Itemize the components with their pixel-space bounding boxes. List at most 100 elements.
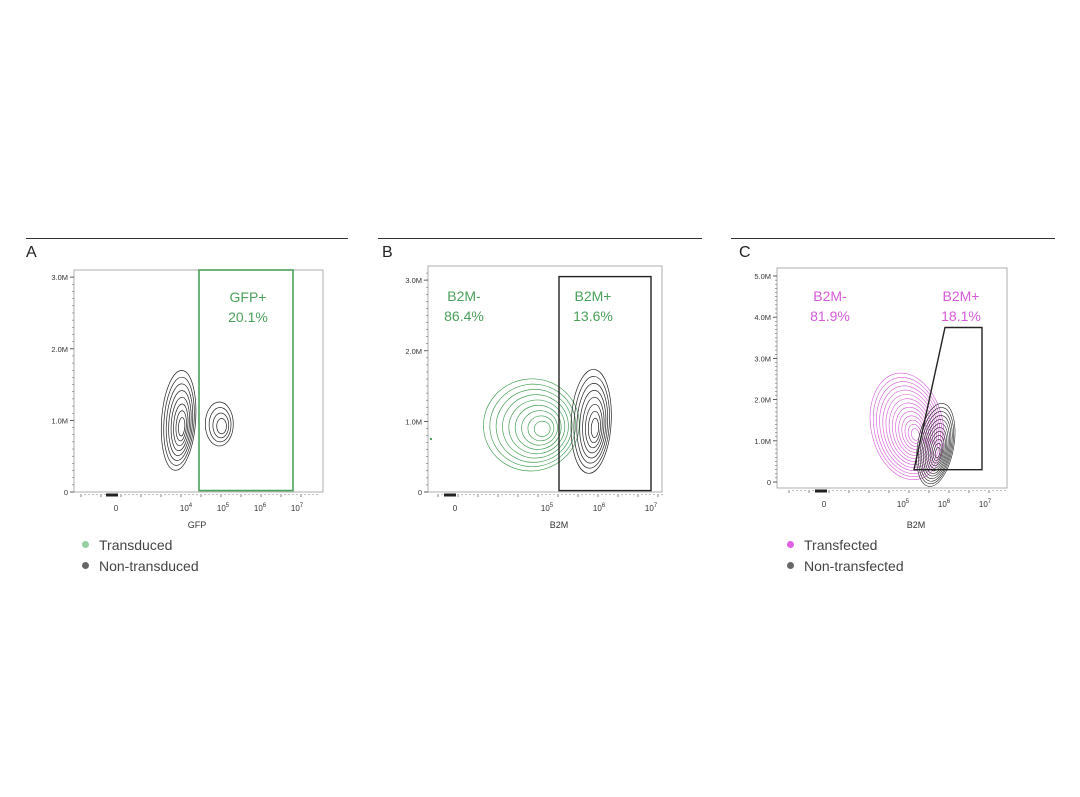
panel-c-contour-plot: 0 1.0M 2.0M 3.0M 4.0M 5.0M 0 105 106 107 B2M B2M- 81… <box>754 267 1008 530</box>
panel-c-letter: C <box>739 244 751 261</box>
panel-b-x-tick-label: 105 <box>541 503 554 513</box>
panel-c-plot-frame <box>776 267 1008 489</box>
panel-b-contour-plot: 0 1.0M 2.0M 3.0M 0 105 106 107 B2M B2M- 86.4% B2M+ 1… <box>405 265 663 530</box>
legend-item-transduced: Transduced <box>82 534 199 555</box>
panel-a-contour-line <box>173 403 189 447</box>
panel-c-divider <box>731 238 1055 239</box>
panel-c-contour-line <box>921 415 952 479</box>
panel-c-contour-line <box>923 419 950 477</box>
panel-a-contour-line <box>175 410 187 442</box>
panel-c-contour-line <box>929 435 945 467</box>
panel-c-legend: Transfected Non-transfected <box>787 534 904 576</box>
panel-a-contour-line <box>208 407 232 443</box>
panel-b-gate-b2m-positive <box>558 275 652 492</box>
panel-b-contour-line <box>533 420 551 437</box>
panel-a-x-tick-label: 0 <box>114 504 119 513</box>
panel-a-contour-line <box>170 396 190 452</box>
panel-c-contour-line <box>924 423 949 474</box>
panel-c-contour-line <box>928 431 946 469</box>
legend-item-non-transduced: Non-transduced <box>82 555 199 576</box>
panel-c-contour-line <box>934 447 941 459</box>
panel-c-gate-label: B2M- <box>813 288 847 304</box>
panel-c-x-tick-label: 106 <box>938 499 951 509</box>
panel-b-contour-line <box>579 390 607 459</box>
panel-c-gate-percent: 81.9% <box>810 308 850 324</box>
panel-b-divider <box>378 238 702 239</box>
panel-b-contour-line <box>582 396 605 454</box>
panel-c-x-tick-label: 107 <box>979 499 992 509</box>
panel-a-y-tick-label: 2.0M <box>51 345 68 354</box>
panel-a-x-tick-label: 105 <box>217 503 230 513</box>
panel-b-y-tick-label: 1.0M <box>405 417 422 426</box>
panel-a: A 0 1.0M 2.0M 3.0M 0 104 105 106 107 GFP GFP+ 20.1%… <box>26 238 348 578</box>
panel-b-contour-line <box>576 383 609 464</box>
legend-label-transfected: Transfected <box>804 536 878 553</box>
legend-dot-transduced <box>82 541 89 548</box>
legend-dot-non-transduced <box>82 562 89 569</box>
panel-b-contour-line <box>483 378 580 472</box>
panel-a-legend: Transduced Non-transduced <box>82 534 199 576</box>
legend-label-non-transduced: Non-transduced <box>99 557 199 574</box>
panel-a-y-tick-label: 0 <box>64 488 68 497</box>
panel-a-gate-gfp-positive <box>198 269 294 492</box>
panel-a-contour-line <box>178 417 186 437</box>
panel-c-y-tick-label: 4.0M <box>754 313 771 322</box>
panel-c-contour-line <box>876 381 941 474</box>
panel-b-x-tick-label: 107 <box>645 503 658 513</box>
panel-a-y-tick-label: 1.0M <box>51 416 68 425</box>
panel-c-contour-line <box>885 394 935 465</box>
legend-item-non-transfected: Non-transfected <box>787 555 904 576</box>
legend-label-non-transfected: Non-transfected <box>804 557 904 574</box>
panel-c-y-tick-label: 3.0M <box>754 354 771 363</box>
panel-c: C 0 1.0M 2.0M 3.0M 4.0M 5.0M 0 105 106 107 B2M B2M-… <box>731 238 1055 578</box>
panel-c-contour-line <box>916 403 956 487</box>
panel-b-y-tick-label: 3.0M <box>405 276 422 285</box>
panel-c-contour-line <box>931 439 944 464</box>
legend-dot-transfected <box>787 541 794 548</box>
panel-b: B 0 1.0M 2.0M 3.0M 0 105 106 107 B2M B2M- 86.4% B2M… <box>378 238 702 578</box>
panel-c-gate-percent: 18.1% <box>941 308 981 324</box>
panel-a-x-tick-label: 107 <box>291 503 304 513</box>
panel-a-x-axis-label: GFP <box>188 520 207 530</box>
panel-b-y-tick-label: 2.0M <box>405 347 422 356</box>
panel-a-gate-label: GFP+ <box>230 289 267 305</box>
panel-b-x-tick-label: 106 <box>593 503 606 513</box>
legend-label-transduced: Transduced <box>99 536 173 553</box>
panel-b-contour-line <box>587 410 601 444</box>
panel-a-divider <box>26 238 348 239</box>
panel-c-contour-line <box>873 377 943 477</box>
panel-c-contour-line <box>919 411 953 482</box>
panel-c-x-tick-label: 105 <box>897 499 910 509</box>
panel-b-letter: B <box>382 244 393 261</box>
panel-b-gate-label: B2M+ <box>575 288 612 304</box>
panel-a-contour-line <box>216 418 227 435</box>
panel-b-contour-line <box>502 394 569 459</box>
panel-c-contour-line <box>892 402 932 459</box>
panel-a-contour-line <box>163 376 195 466</box>
panel-b-contour-line <box>527 415 555 442</box>
panel-c-y-tick-label: 5.0M <box>754 272 771 281</box>
panel-a-contour-line <box>165 383 194 461</box>
panel-c-x-axis-label: B2M <box>907 520 926 530</box>
panel-a-letter: A <box>26 244 37 261</box>
panel-c-gate-label: B2M+ <box>943 288 980 304</box>
panel-a-contour-line <box>204 401 234 447</box>
panel-b-contour-line <box>514 404 562 450</box>
panel-b-contour-line <box>521 410 558 446</box>
panel-c-contour-line <box>907 424 922 444</box>
panel-c-contour-line <box>869 372 945 481</box>
panel-c-contour-line <box>911 428 920 441</box>
panel-b-contour-line <box>570 369 612 474</box>
panel-c-y-tick-label: 2.0M <box>754 396 771 405</box>
panel-b-gate-percent: 86.4% <box>444 308 484 324</box>
panel-a-contour-line <box>168 390 192 456</box>
panel-a-gate-percent: 20.1% <box>228 309 268 325</box>
panel-a-x-tick-label: 106 <box>254 503 267 513</box>
panel-a-contour-line <box>160 370 197 471</box>
panel-c-y-tick-label: 0 <box>767 478 771 487</box>
panel-a-contour-plot: 0 1.0M 2.0M 3.0M 0 104 105 106 107 GFP GFP+ 20.1% <box>51 269 324 530</box>
panel-b-contour-line <box>590 417 600 438</box>
panel-b-contour-line <box>508 399 566 455</box>
legend-dot-non-transfected <box>787 562 794 569</box>
panel-c-gate-b2m-positive <box>913 326 983 471</box>
